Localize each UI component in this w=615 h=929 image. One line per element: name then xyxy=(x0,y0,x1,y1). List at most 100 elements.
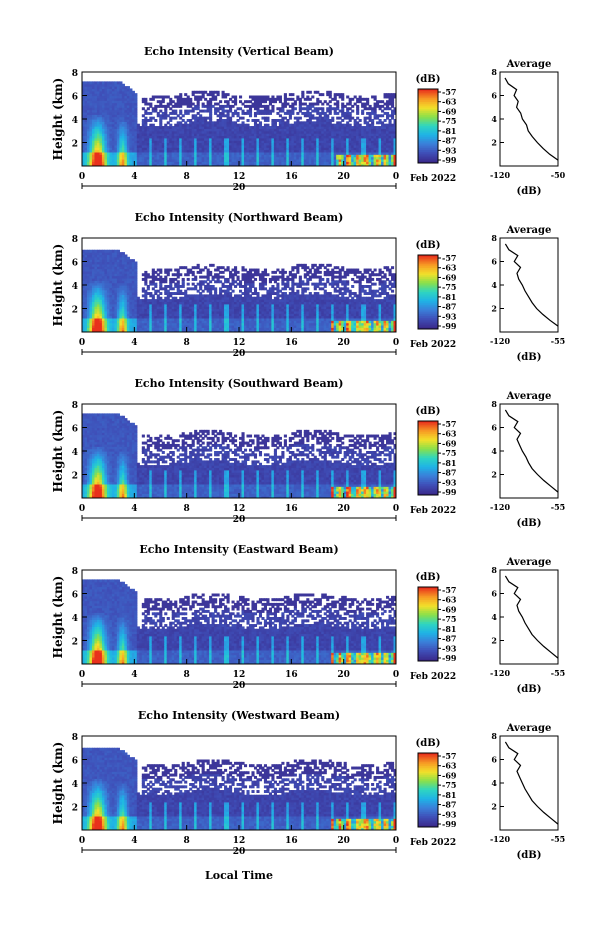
heatmap-cell xyxy=(129,130,133,134)
heatmap-cell xyxy=(231,133,235,137)
heatmap-cell xyxy=(82,261,86,265)
heatmap-cell xyxy=(124,280,128,284)
heatmap-cell xyxy=(131,310,135,314)
heatmap-cell xyxy=(296,156,300,160)
heatmap-cell xyxy=(226,266,230,270)
heatmap-cell xyxy=(89,268,93,272)
heatmap-cell xyxy=(111,102,115,106)
heatmap-cell xyxy=(271,140,275,144)
heatmap-cell xyxy=(378,119,382,122)
heatmap-cell xyxy=(179,104,183,108)
heatmap-cell xyxy=(278,142,282,146)
heatmap-cell xyxy=(106,327,111,331)
heatmap-cell xyxy=(256,135,260,139)
heatmap-cell xyxy=(99,137,103,141)
heatmap-cell xyxy=(296,161,300,165)
heatmap-cell xyxy=(89,88,93,92)
heatmap-cell xyxy=(121,147,125,151)
heatmap-cell xyxy=(211,303,215,307)
heatmap-cell xyxy=(174,95,178,99)
heatmap-cell xyxy=(181,320,185,324)
heatmap-cell xyxy=(206,299,210,303)
heatmap-cell xyxy=(336,149,340,153)
heatmap-cell xyxy=(96,277,101,281)
heatmap-cell xyxy=(199,306,203,310)
heatmap-cell xyxy=(216,294,220,298)
heatmap-cell xyxy=(109,308,113,312)
heatmap-cell xyxy=(301,158,305,162)
heatmap-cell xyxy=(109,81,113,85)
heatmap-cell xyxy=(159,303,163,307)
heatmap-cell xyxy=(124,154,128,158)
heatmap-cell xyxy=(82,301,86,305)
heatmap-cell xyxy=(363,137,367,141)
heatmap-cell xyxy=(119,111,123,115)
heatmap-cell xyxy=(149,140,153,144)
heatmap-cell xyxy=(376,151,380,155)
heatmap-cell xyxy=(176,130,180,134)
heatmap-cell xyxy=(169,151,173,155)
colorbar-band xyxy=(418,94,438,97)
heatmap-cell xyxy=(276,161,280,165)
heatmap-cell xyxy=(121,86,125,90)
heatmap-cell xyxy=(278,161,282,165)
heatmap-cell xyxy=(124,126,128,129)
heatmap-cell xyxy=(136,163,140,166)
heatmap-cell xyxy=(278,140,282,144)
heatmap-cell xyxy=(383,133,387,137)
heatmap-cell xyxy=(139,144,143,148)
heatmap-cell xyxy=(156,104,160,108)
heatmap-cell xyxy=(156,306,160,310)
heatmap-cell xyxy=(164,287,168,291)
heatmap-cell xyxy=(179,128,183,132)
heatmap-cell xyxy=(151,277,155,281)
heatmap-cell xyxy=(106,111,111,115)
heatmap-cell xyxy=(199,149,203,153)
heatmap-cell xyxy=(194,154,198,158)
heatmap-cell xyxy=(166,301,170,305)
heatmap-cell xyxy=(126,282,130,286)
heatmap-cell xyxy=(226,158,230,162)
heatmap-cell xyxy=(86,322,91,326)
colorbar-band xyxy=(418,89,438,92)
heatmap-cell xyxy=(214,126,218,129)
heatmap-cell xyxy=(151,156,155,160)
heatmap-cell xyxy=(131,144,135,148)
heatmap-cell xyxy=(286,147,290,151)
heatmap-cell xyxy=(89,254,93,258)
heatmap-cell xyxy=(234,151,238,155)
heatmap-cell xyxy=(119,268,123,272)
heatmap-cell xyxy=(271,97,275,101)
heatmap-cell xyxy=(303,154,307,158)
heatmap-cell xyxy=(241,154,245,158)
heatmap-cell xyxy=(126,154,130,158)
heatmap-cell xyxy=(378,114,382,118)
heatmap-cell xyxy=(94,133,98,137)
heatmap-cell xyxy=(149,327,153,331)
heatmap-cell xyxy=(171,133,175,137)
heatmap-cell xyxy=(184,111,188,115)
heatmap-cell xyxy=(214,109,218,113)
heatmap-cell xyxy=(338,137,342,141)
heatmap-cell xyxy=(231,137,235,141)
heatmap-cell xyxy=(373,109,377,113)
heatmap-cell xyxy=(119,301,123,305)
heatmap-cell xyxy=(191,93,195,97)
heatmap-cell xyxy=(328,137,332,141)
heatmap-cell xyxy=(296,142,300,146)
heatmap-cell xyxy=(111,156,115,160)
colorbar-frame xyxy=(417,88,439,164)
heatmap-cell xyxy=(219,137,223,141)
heatmap-cell xyxy=(134,109,138,113)
heatmap-cell xyxy=(283,144,287,148)
heatmap-cell xyxy=(209,280,213,284)
heatmap-cell xyxy=(114,81,118,85)
heatmap-cell xyxy=(211,263,215,267)
heatmap-cell xyxy=(131,324,135,328)
heatmap-cell xyxy=(111,261,115,265)
heatmap-cell xyxy=(84,299,88,303)
heatmap-cell xyxy=(171,303,175,307)
heatmap-cell xyxy=(308,144,312,148)
heatmap-cell xyxy=(301,95,305,99)
heatmap-cell xyxy=(194,104,198,108)
